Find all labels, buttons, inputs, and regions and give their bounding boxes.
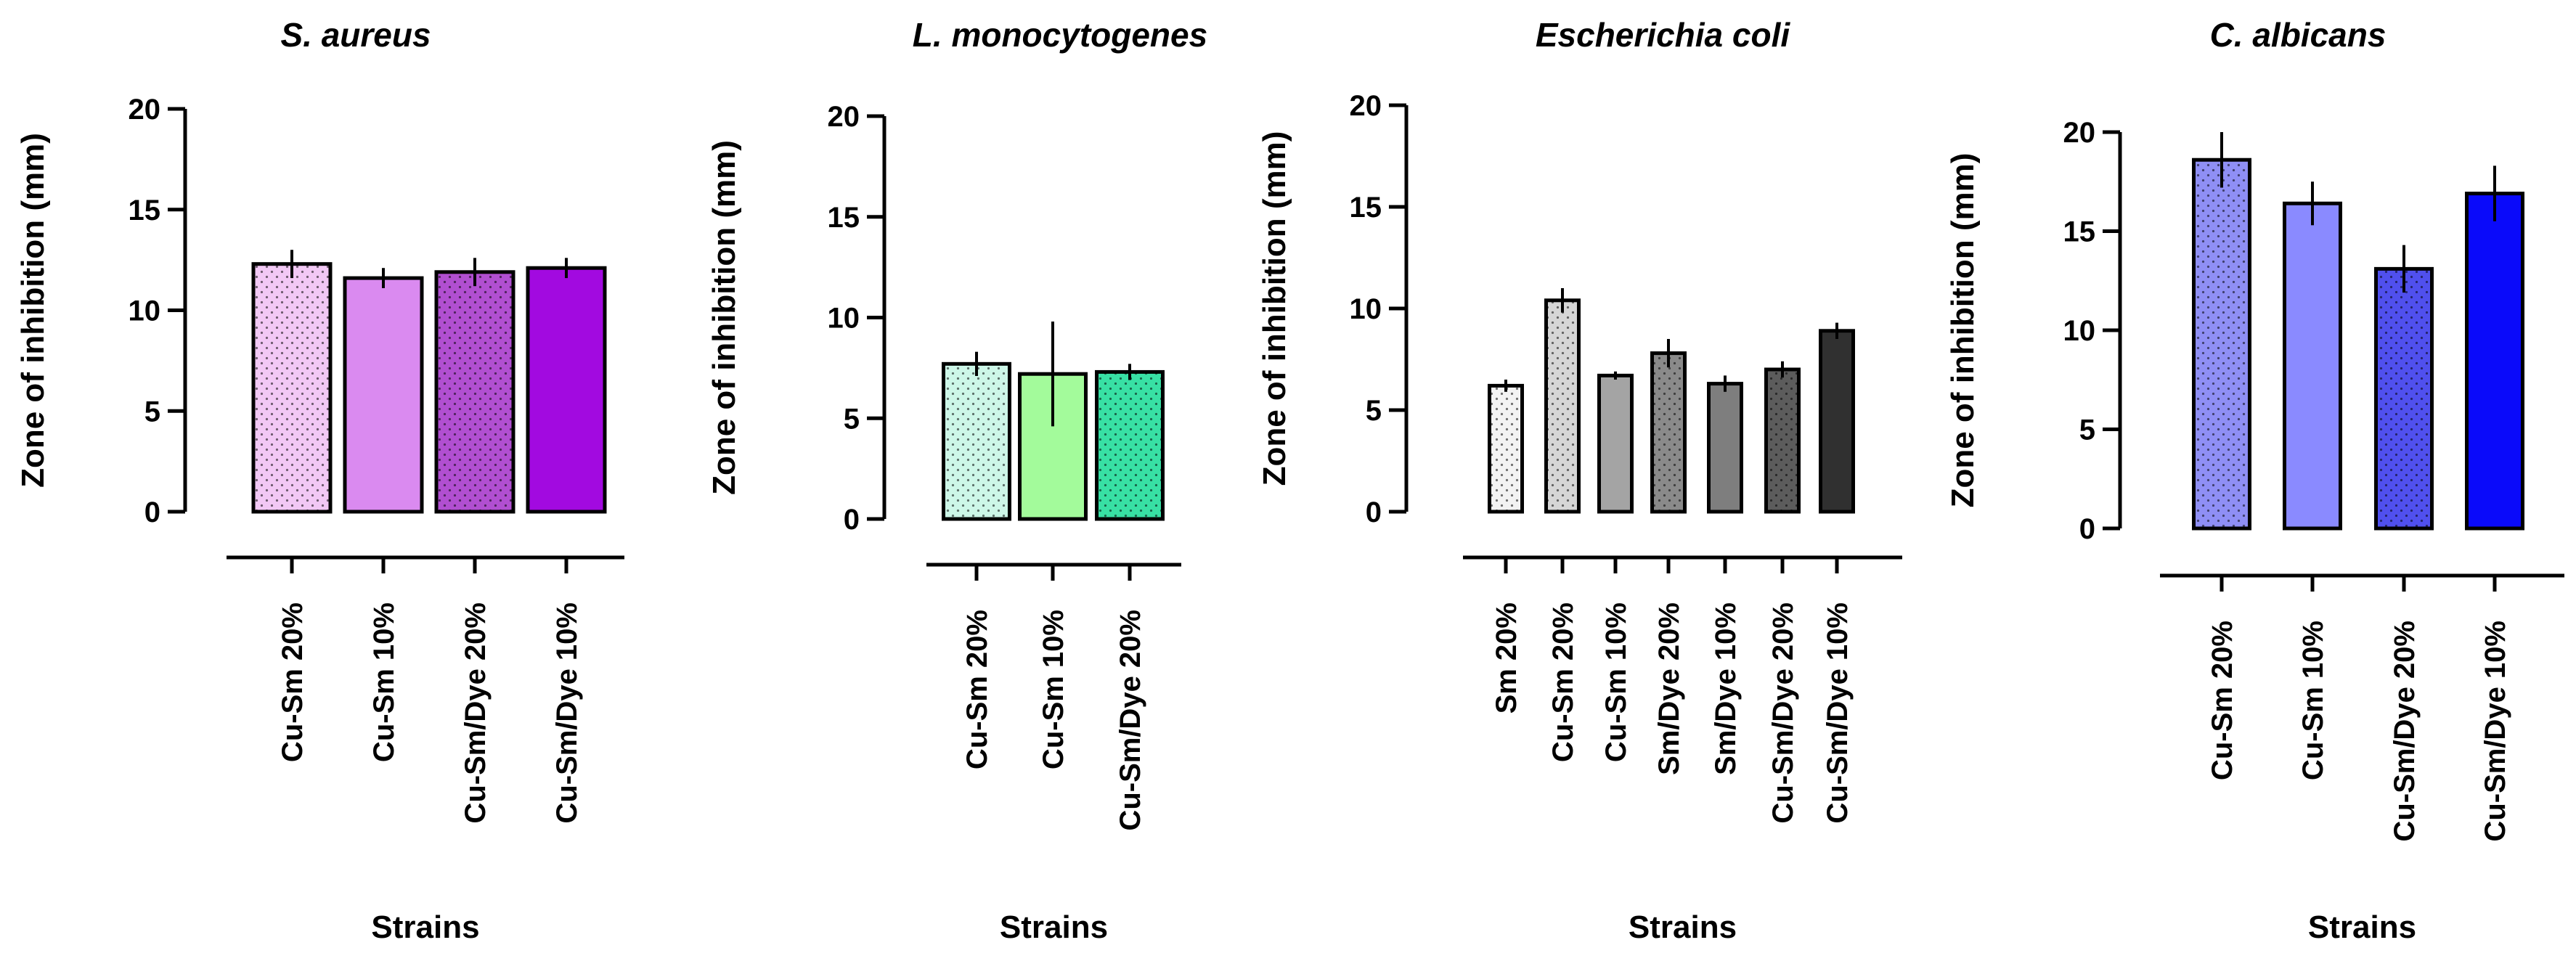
bar-3 (1597, 373, 1634, 514)
chart-title: L. monocytogenes (913, 16, 1207, 54)
x-axis-label: Strains (2308, 909, 2416, 945)
y-tick-label: 0 (144, 496, 160, 528)
y-tick-label: 15 (828, 202, 860, 234)
x-category-label: Cu-Sm 10% (1038, 610, 1069, 769)
x-category-label: Cu-Sm/Dye 20% (460, 602, 492, 824)
bar-3 (1095, 369, 1165, 521)
y-tick-label: 10 (2063, 315, 2096, 347)
y-tick-label: 15 (2063, 216, 2096, 248)
x-category-label: Cu-Sm 20% (961, 610, 993, 769)
y-tick-label: 20 (1350, 90, 1382, 122)
x-category-label: Cu-Sm 10% (1600, 602, 1632, 762)
x-category-label: Cu-Sm/Dye 10% (2479, 621, 2511, 842)
y-tick-label: 15 (129, 195, 161, 226)
bar-2 (2283, 201, 2342, 531)
y-tick-label: 20 (828, 101, 860, 133)
chart-panel-1: S. aureus Zone of inhibition (mm) 0 5 10 15 20… (15, 16, 624, 945)
chart-title: S. aureus (280, 16, 431, 54)
y-tick-label: 5 (144, 396, 160, 428)
chart-title: Escherichia coli (1536, 16, 1790, 54)
chart-title: C. albicans (2210, 16, 2387, 54)
x-category-label: Cu-Sm 20% (277, 602, 309, 762)
y-tick-label: 10 (1350, 293, 1382, 325)
x-category-label: Sm/Dye 20% (1653, 602, 1685, 775)
x-category-label: Cu-Sm/Dye 20% (2389, 621, 2421, 842)
chart-panel-4: C. albicans Zone of inhibition (mm) 0 5 10 15… (1945, 16, 2564, 945)
x-category-label: Sm 20% (1491, 602, 1523, 713)
bar-3 (2374, 266, 2434, 531)
y-axis-label: Zone of inhibition (mm) (706, 140, 742, 495)
x-category-label: Cu-Sm 20% (1547, 602, 1579, 762)
bar-1 (1488, 383, 1524, 514)
y-tick-label: 20 (129, 94, 161, 126)
x-category-label: Cu-Sm 10% (368, 602, 400, 762)
bar-1 (2192, 158, 2251, 531)
bar-4 (526, 266, 607, 514)
bar-1 (942, 361, 1011, 521)
chart-panel-3: Escherichia coli Zone of inhibition (mm) 0… (1257, 16, 1902, 945)
y-tick-label: 10 (828, 303, 860, 335)
bar-4 (1650, 351, 1687, 514)
bar-3 (434, 270, 515, 514)
y-axis-label: Zone of inhibition (mm) (15, 133, 51, 488)
bar-2 (343, 276, 424, 514)
x-category-label: Cu-Sm/Dye 10% (1822, 602, 1854, 824)
bar-2 (1544, 298, 1581, 514)
y-tick-label: 0 (2079, 513, 2095, 545)
y-axis-label: Zone of inhibition (mm) (1945, 153, 1981, 508)
y-tick-label: 0 (1366, 496, 1382, 528)
y-tick-label: 10 (129, 295, 161, 327)
y-tick-label: 15 (1350, 192, 1382, 224)
bar-4 (2465, 192, 2524, 531)
y-tick-label: 5 (844, 403, 860, 435)
x-axis-label: Strains (371, 909, 479, 945)
x-axis-label: Strains (1000, 909, 1108, 945)
x-category-label: Cu-Sm/Dye 20% (1767, 602, 1799, 824)
y-tick-label: 20 (2063, 117, 2096, 149)
bar-1 (251, 262, 333, 514)
x-category-label: Cu-Sm 20% (2206, 621, 2238, 780)
y-tick-label: 5 (2079, 414, 2095, 446)
y-axis-label: Zone of inhibition (mm) (1257, 131, 1292, 486)
x-axis-label: Strains (1629, 909, 1737, 945)
bar-6 (1764, 367, 1801, 514)
x-category-label: Cu-Sm/Dye 10% (551, 602, 583, 824)
bar-5 (1707, 382, 1743, 514)
x-category-label: Cu-Sm/Dye 20% (1114, 610, 1146, 831)
y-tick-label: 0 (844, 504, 860, 536)
chart-panel-2: L. monocytogenes Zone of inhibition (mm) 0… (706, 16, 1207, 945)
x-category-label: Sm/Dye 10% (1710, 602, 1742, 775)
y-tick-label: 5 (1366, 395, 1382, 427)
x-category-label: Cu-Sm 10% (2297, 621, 2329, 780)
bar-7 (1819, 329, 1855, 514)
